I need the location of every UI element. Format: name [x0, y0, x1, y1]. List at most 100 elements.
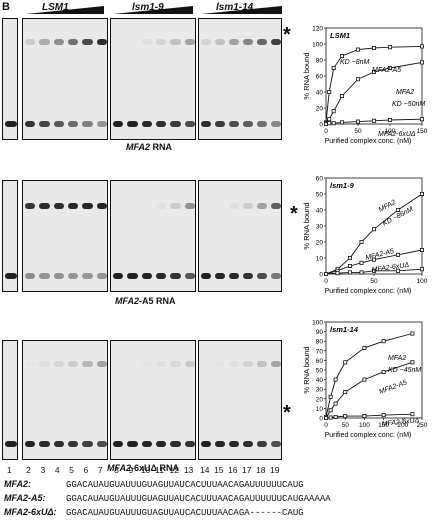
data-point — [340, 53, 345, 58]
x-tick-label: 150 — [378, 422, 389, 429]
free-rna-band — [271, 121, 281, 127]
free-rna-band — [229, 273, 239, 279]
free-rna-band — [170, 441, 181, 447]
x-tick-label: 100 — [385, 128, 396, 135]
x-tick-label: 0 — [324, 128, 328, 135]
wedge-lsm1-14 — [201, 6, 282, 14]
data-point — [362, 377, 367, 382]
data-point — [340, 120, 345, 125]
complex-band — [215, 361, 225, 367]
group-header-lsm1-9: lsm1-9 — [112, 2, 196, 16]
data-point — [331, 121, 336, 126]
complex-band — [156, 361, 167, 367]
complex-band — [229, 203, 239, 209]
free-rna-band — [96, 441, 107, 447]
chart-annotation: KD ~50nM — [392, 101, 425, 108]
complex-band — [156, 203, 167, 209]
data-point — [359, 270, 364, 275]
sequence-name: MFA2-A5: — [4, 493, 46, 503]
y-tick-label: 50 — [316, 368, 324, 375]
free-rna-band — [243, 441, 253, 447]
complex-band — [243, 39, 253, 45]
caption-suffix: -A5 RNA — [139, 296, 176, 306]
complex-band — [68, 39, 79, 45]
x-tick-label: 100 — [359, 422, 370, 429]
y-tick-label: 10 — [316, 406, 324, 413]
x-axis-label: Purified complex conc. (nM) — [325, 432, 412, 439]
x-tick-label: 0 — [324, 278, 328, 285]
data-point — [396, 268, 401, 273]
free-rna-band — [39, 121, 50, 127]
free-rna-band — [113, 121, 124, 127]
free-rna-band — [53, 441, 64, 447]
free-rna-band — [68, 273, 79, 279]
group-header-lsm1-14: lsm1-14 — [200, 2, 282, 16]
complex-band — [39, 361, 50, 367]
complex-band — [82, 39, 93, 45]
x-tick-label: 50 — [354, 128, 362, 135]
complex-band — [170, 203, 181, 209]
free-rna-band — [156, 441, 167, 447]
y-tick-label: 20 — [316, 106, 324, 113]
chart-annotation: MFA2 — [396, 89, 414, 96]
caption-gene: MFA2 — [126, 142, 151, 152]
complex-band — [53, 39, 64, 45]
plot-frame — [325, 27, 423, 125]
data-point — [343, 390, 348, 395]
complex-star-3: * — [283, 402, 291, 424]
y-tick-label: 0 — [319, 272, 323, 279]
series-line — [325, 45, 423, 123]
chart-annotation: MFA2-6xUΔ — [371, 262, 410, 274]
free-rna-band — [25, 441, 36, 447]
y-axis-label: % RNA bound — [302, 52, 311, 99]
gel-caption-3: MFA2-6xUΔ RNA — [107, 463, 179, 473]
data-point — [372, 268, 377, 273]
data-point — [356, 47, 361, 52]
caption-suffix: RNA — [150, 142, 173, 152]
lane-number: 10 — [140, 465, 151, 475]
free-rna-band — [25, 273, 36, 279]
free-rna-band — [5, 441, 17, 447]
free-rna-band — [156, 121, 167, 127]
data-point — [323, 272, 328, 277]
free-rna-band — [243, 121, 253, 127]
sequence-row-mfa2-6xu: MFA2-6xUΔ: GGACAUAUGUAUUUGUAGUUAUCACUUUAA… — [4, 507, 304, 518]
complex-band — [82, 203, 93, 209]
free-rna-band — [82, 273, 93, 279]
data-point — [420, 44, 425, 49]
y-tick-label: 0 — [319, 122, 323, 129]
complex-band — [243, 203, 253, 209]
free-rna-band — [215, 273, 225, 279]
complex-band — [68, 361, 79, 367]
complex-band — [257, 361, 267, 367]
data-point — [396, 208, 401, 213]
data-point — [381, 369, 386, 374]
free-rna-band — [127, 121, 138, 127]
y-tick-label: 40 — [316, 208, 324, 215]
complex-band — [184, 203, 195, 209]
data-point — [343, 414, 348, 419]
lane-number: 6 — [83, 465, 89, 475]
complex-band — [170, 39, 181, 45]
chart-title: lsm1-9 — [330, 181, 355, 190]
binding-chart-lsm1-14: 0 10 20 30 40 50 60 70 80 90 100 0 50 100 150 200 250 % R… — [302, 320, 428, 440]
y-axis-label: % RNA bound — [302, 202, 311, 249]
data-point — [372, 70, 377, 75]
complex-band — [201, 39, 211, 45]
gel-panel — [198, 180, 282, 292]
y-axis-label: % RNA bound — [302, 346, 311, 393]
sequence-text: GGACAUAUGUAUUUGUAGUUAUCACUUUAACAGAUUUUUU… — [66, 480, 304, 490]
data-point — [331, 66, 336, 71]
data-point — [348, 264, 353, 269]
data-point — [333, 415, 338, 420]
data-point — [335, 271, 340, 276]
complex-band — [39, 39, 50, 45]
free-rna-band — [141, 273, 152, 279]
free-rna-band — [229, 441, 239, 447]
data-point — [327, 90, 332, 95]
free-rna-band — [184, 273, 195, 279]
free-rna-band — [5, 273, 17, 279]
free-rna-band — [96, 121, 107, 127]
data-point — [362, 345, 367, 350]
data-point — [381, 413, 386, 418]
